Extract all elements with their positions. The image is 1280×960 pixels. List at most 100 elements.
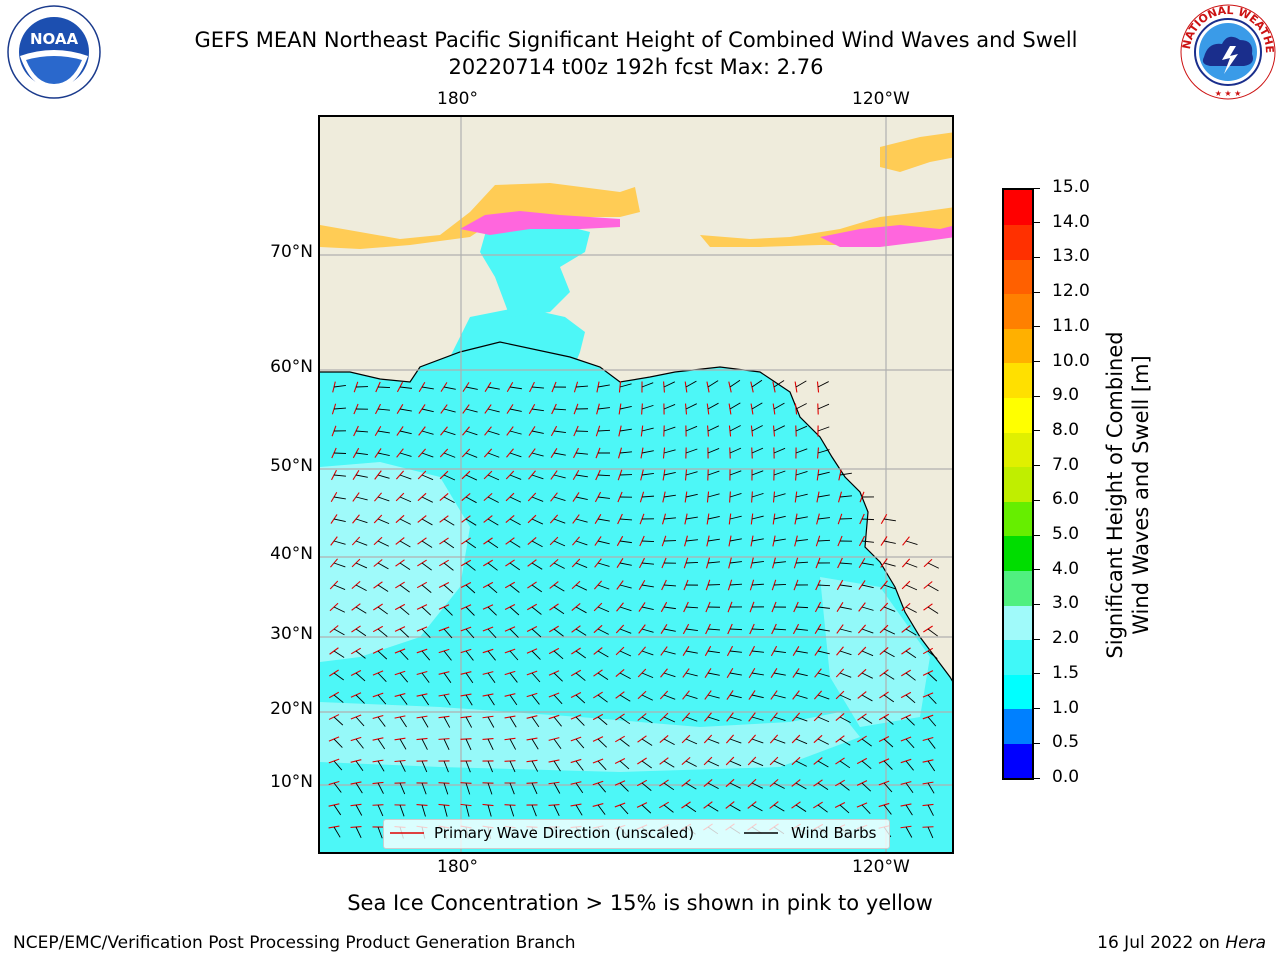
colorbar-tick-mark <box>1034 256 1040 258</box>
wind-barb <box>927 606 939 614</box>
wind-barb <box>729 425 741 432</box>
wind-barb <box>487 672 496 683</box>
wind-barb <box>377 694 387 705</box>
wind-barb <box>355 540 368 546</box>
wind-barb <box>597 584 610 590</box>
wind-barb <box>333 760 343 771</box>
wind-barb <box>883 738 894 748</box>
wind-barb <box>377 518 390 525</box>
wind-barb <box>839 782 850 791</box>
wind-barb <box>509 452 522 458</box>
colorbar-label-line2: Wind Waves and Swell [m] <box>1129 355 1153 635</box>
wind-barb <box>575 782 584 794</box>
wind-barb <box>773 672 786 676</box>
wind-barb <box>641 427 654 432</box>
wind-barb <box>685 448 698 454</box>
colorbar-tick-mark <box>1034 187 1040 189</box>
wind-barb <box>817 672 830 677</box>
colorbar-tick-label: 1.5 <box>1052 662 1080 683</box>
footer-date: 16 Jul 2022 on Hera <box>1097 933 1266 953</box>
wind-barb <box>443 694 451 706</box>
wind-barb <box>707 402 719 410</box>
wind-barb <box>861 650 874 657</box>
wind-barb <box>597 384 610 388</box>
wind-barb <box>333 650 345 658</box>
wind-barb <box>883 628 896 635</box>
wind-barb <box>729 583 743 586</box>
wind-barb <box>817 606 830 609</box>
wind-barb <box>685 380 697 388</box>
wind-barb <box>663 449 676 454</box>
wind-barb <box>751 782 763 789</box>
wind-barb <box>597 628 609 635</box>
chart-title: GEFS MEAN Northeast Pacific Significant … <box>194 28 1078 52</box>
colorbar-segment <box>1004 535 1032 571</box>
wind-barb <box>685 760 697 767</box>
wind-barb <box>729 650 742 653</box>
wind-barb <box>751 694 764 699</box>
wind-barb <box>839 495 852 498</box>
wind-barb <box>619 562 632 566</box>
wind-barb <box>575 496 588 500</box>
wind-barb <box>905 540 918 546</box>
wind-barb <box>399 606 410 616</box>
wind-barb <box>465 760 471 773</box>
wind-barb <box>685 782 697 790</box>
wind-barb <box>839 716 851 724</box>
colorbar-segment <box>1004 501 1032 537</box>
wind-barb <box>333 562 346 568</box>
wind-barb <box>729 694 742 699</box>
wind-barb <box>795 760 807 767</box>
colorbar-segment <box>1004 293 1032 329</box>
nws-logo: NATIONAL WEATHER SERVICE ★ ★ ★ <box>1178 2 1276 100</box>
wind-barb <box>399 540 411 548</box>
wind-barb <box>421 452 434 458</box>
wind-barb <box>685 738 698 745</box>
wind-barb <box>531 672 541 683</box>
wind-barb <box>487 408 500 413</box>
wind-barb <box>751 402 763 410</box>
wind-barb <box>751 447 764 454</box>
wind-barb <box>443 430 456 436</box>
colorbar-segment <box>1004 259 1032 295</box>
wind-barb <box>927 672 938 682</box>
colorbar-tick-label: 13.0 <box>1052 246 1090 267</box>
wind-barb <box>465 650 474 661</box>
wind-barb <box>817 494 830 498</box>
wind-barb <box>553 540 566 547</box>
wind-barb <box>707 380 719 388</box>
colorbar-tick-label: 12.0 <box>1052 281 1090 302</box>
wind-barb <box>465 562 476 571</box>
wind-barb <box>795 425 808 432</box>
wind-barb <box>839 804 850 814</box>
wind-barb <box>509 584 520 593</box>
wind-barb <box>707 493 720 498</box>
wind-barb <box>355 650 366 659</box>
wind-barb <box>531 430 544 434</box>
wind-barb <box>553 628 564 637</box>
wind-barb <box>421 540 433 548</box>
wind-barb <box>795 650 808 654</box>
wave-direction-arrow <box>857 624 867 634</box>
colorbar-tick-label: 2.0 <box>1052 628 1080 649</box>
wind-barb <box>421 782 427 795</box>
wind-barb <box>575 562 588 568</box>
wind-barb <box>465 496 477 504</box>
ocean-light-band-2 <box>320 702 860 772</box>
colorbar-segment <box>1004 743 1032 778</box>
wind-barb <box>531 760 539 772</box>
wind-barb <box>619 451 632 454</box>
wind-barb <box>465 672 474 684</box>
wind-barb <box>729 672 742 676</box>
wind-barb <box>509 496 522 503</box>
wind-barb <box>641 628 654 633</box>
wind-barb <box>333 782 342 793</box>
wind-barb <box>905 672 916 681</box>
wind-barb <box>685 539 698 542</box>
lat-label-70n: 70°N <box>270 242 313 262</box>
wind-barb <box>883 584 896 590</box>
wind-barb <box>509 386 522 390</box>
wind-barb <box>377 474 390 479</box>
wind-barb <box>795 694 808 699</box>
wind-barb <box>905 584 918 591</box>
